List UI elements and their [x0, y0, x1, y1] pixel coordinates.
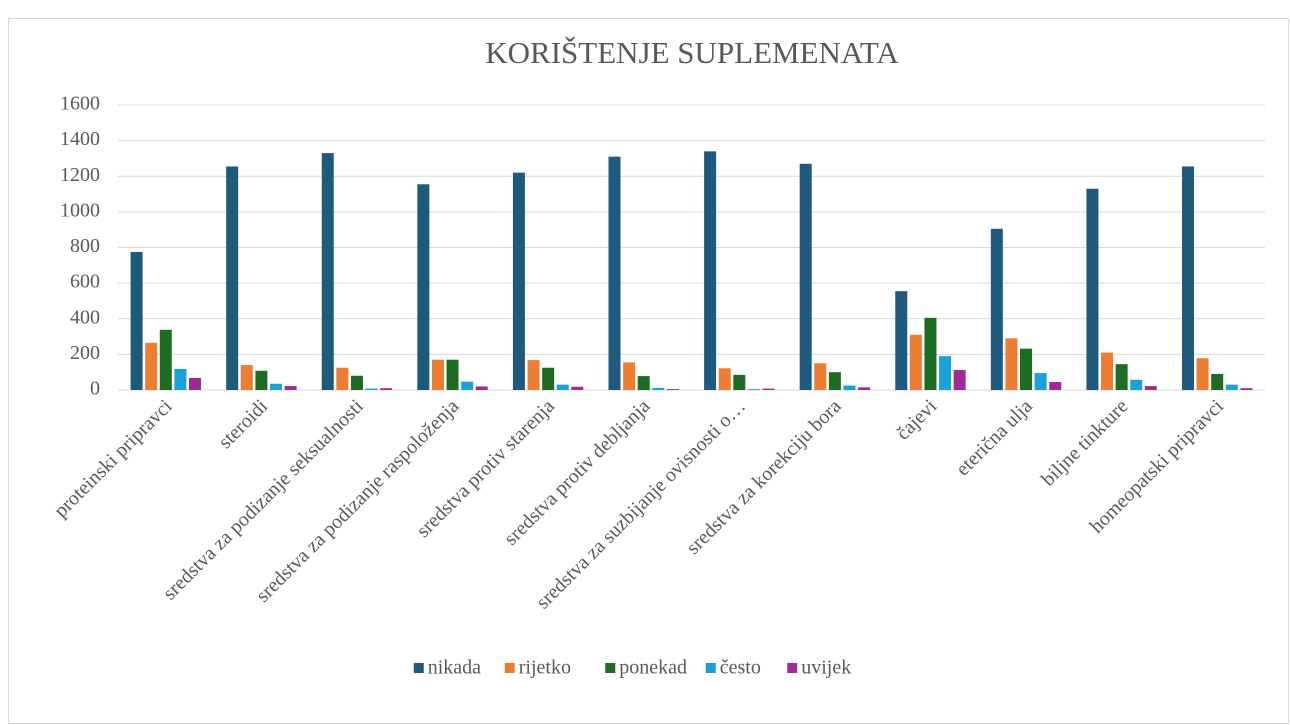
- bar: [939, 356, 952, 390]
- bar: [365, 388, 378, 390]
- bar: [512, 172, 525, 390]
- y-tick-label: 800: [70, 235, 100, 257]
- bar: [1144, 386, 1157, 390]
- legend-label: uvijek: [801, 657, 851, 679]
- legend-swatch: [787, 663, 798, 673]
- bar: [1020, 348, 1033, 390]
- bar: [652, 387, 665, 390]
- bar: [417, 184, 430, 390]
- bar: [718, 368, 731, 390]
- bar: [1182, 166, 1195, 390]
- legend-swatch: [504, 663, 515, 673]
- bar: [226, 166, 239, 390]
- bar: [637, 376, 650, 390]
- bar: [527, 360, 540, 390]
- bar: [571, 386, 584, 390]
- bar: [666, 389, 679, 390]
- bar: [990, 228, 1003, 390]
- bar: [828, 372, 841, 390]
- y-tick-label: 1400: [60, 128, 100, 150]
- bar: [336, 367, 349, 390]
- bar: [269, 383, 282, 390]
- bar: [623, 362, 636, 390]
- bar: [431, 359, 444, 390]
- bar: [733, 374, 746, 390]
- bar: [1086, 188, 1099, 390]
- bar: [446, 359, 459, 390]
- bar: [380, 388, 393, 390]
- bar: [843, 385, 856, 390]
- y-tick-label: 1000: [60, 199, 100, 221]
- y-tick-label: 400: [70, 306, 100, 328]
- bar: [284, 386, 297, 390]
- bar: [895, 291, 908, 390]
- bar: [858, 387, 871, 390]
- bar: [350, 375, 363, 390]
- bar: [1196, 358, 1209, 390]
- bar: [953, 370, 966, 390]
- bar: [174, 368, 187, 390]
- bar: [704, 151, 717, 390]
- legend-label: rijetko: [519, 657, 571, 679]
- bar: [145, 342, 158, 390]
- bar: [1005, 338, 1018, 390]
- legend-swatch: [605, 663, 616, 673]
- chart-frame: [8, 18, 1289, 724]
- y-tick-label: 1600: [60, 93, 100, 115]
- bar: [461, 381, 474, 390]
- bar: [1240, 388, 1253, 390]
- bar: [799, 163, 812, 390]
- bar: [1225, 384, 1238, 390]
- bar: [556, 384, 569, 390]
- legend-swatch: [413, 663, 424, 673]
- bar: [1130, 379, 1143, 390]
- bar: [475, 386, 488, 390]
- y-tick-label: 0: [90, 378, 100, 400]
- bar: [1101, 352, 1114, 390]
- bar: [1049, 381, 1062, 390]
- bar: [1211, 373, 1224, 390]
- legend-label: često: [720, 657, 761, 679]
- bar: [188, 377, 201, 390]
- bar: [159, 329, 172, 390]
- bar: [909, 334, 922, 390]
- bar: [608, 156, 621, 390]
- legend-label: ponekad: [619, 657, 687, 679]
- bar: [255, 370, 268, 390]
- bar: [321, 153, 334, 390]
- bar: [130, 251, 143, 390]
- bar: [542, 367, 555, 390]
- bar: [1034, 373, 1047, 390]
- bar: [747, 389, 760, 390]
- bar: [1115, 364, 1128, 390]
- legend-swatch: [705, 663, 716, 673]
- y-tick-label: 1200: [60, 164, 100, 186]
- bar: [762, 388, 775, 390]
- y-tick-label: 600: [70, 271, 100, 293]
- bar: [814, 363, 827, 390]
- legend-label: nikada: [428, 657, 481, 679]
- chart-title: KORIŠTENJE SUPLEMENATA: [485, 35, 899, 70]
- bar: [240, 365, 253, 390]
- bar: [924, 317, 937, 390]
- y-tick-label: 200: [70, 342, 100, 364]
